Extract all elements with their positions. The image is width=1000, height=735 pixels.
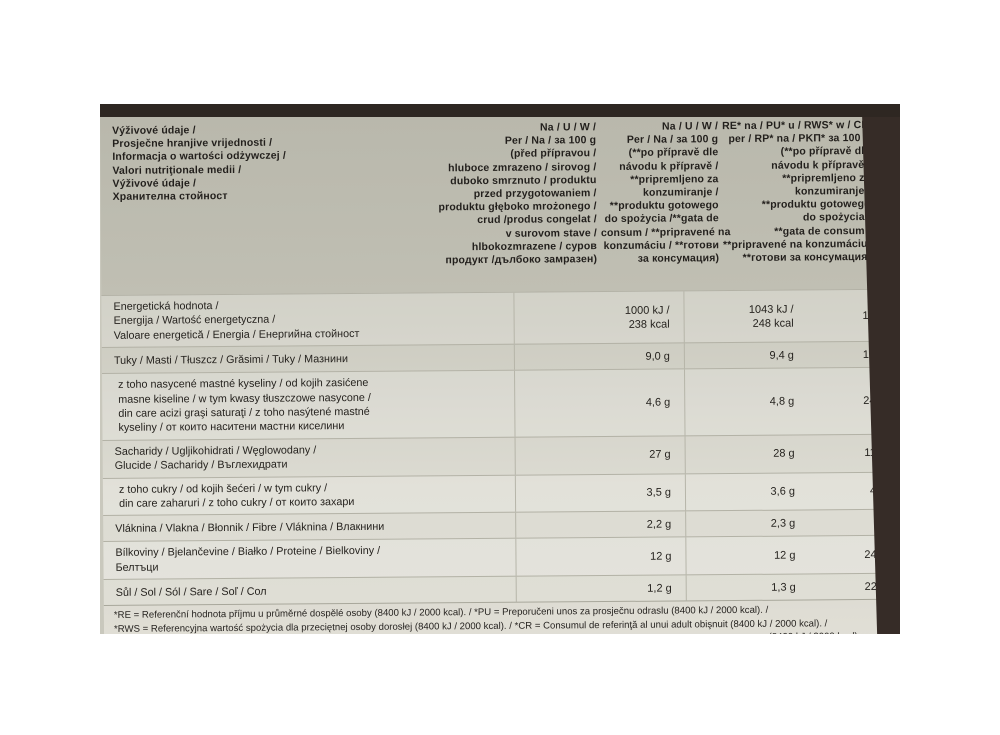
table-row: Energetická hodnota / Energija / Wartość … xyxy=(101,288,900,348)
nutrition-label-photo: Výživové údaje / Prosječne hranjive vrij… xyxy=(100,104,900,634)
value-prepared: 1,3 g xyxy=(685,574,810,601)
header-column-reference-intake: RE* na / PU* u / RWS* w / CR* per / RP* … xyxy=(722,118,874,264)
table-row: z toho cukry / od kojih šećeri / w tym c… xyxy=(102,471,900,516)
nutrient-name: Bílkoviny / Bjelančevine / Białko / Prot… xyxy=(115,545,381,574)
value-raw: 27 g xyxy=(514,436,685,475)
value-prepared: 9,4 g xyxy=(683,342,808,369)
value-prepared: 1043 kJ /248 kcal xyxy=(683,290,808,343)
nutrient-name: z toho nasycené mastné kyseliny / od koj… xyxy=(118,377,371,435)
value-raw: 1,2 g xyxy=(515,575,686,603)
header-column-label: Výživové údaje / Prosječne hranjive vrij… xyxy=(112,124,286,203)
nutrition-table-body: Energetická hodnota / Energija / Wartość … xyxy=(101,288,900,606)
value-prepared: 3,6 g xyxy=(684,473,810,511)
value-raw: 2,2 g xyxy=(515,511,686,539)
footnotes: *RE = Referenční hodnota příjmu u průměr… xyxy=(103,598,900,634)
value-prepared: 12 g xyxy=(685,536,810,575)
nutrient-name: Sacharidy / Ugljikohidrati / Węglowodany… xyxy=(114,444,317,473)
nutrition-label-sheet: Výživové údaje / Prosječne hranjive vrij… xyxy=(100,110,900,634)
table-row: z toho nasycené mastné kyseliny / od koj… xyxy=(102,366,900,440)
value-raw: 4,6 g xyxy=(514,369,685,437)
table-row: Sacharidy / Ugljikohidrati / Węglowodany… xyxy=(102,433,900,478)
nutrient-name: Vláknina / Vlakna / Błonnik / Fibre / Vl… xyxy=(115,520,385,535)
value-prepared: 2,3 g xyxy=(685,510,810,537)
value-raw: 9,0 g xyxy=(513,343,684,370)
package-top-band xyxy=(100,104,900,117)
value-raw: 12 g xyxy=(515,537,686,577)
nutrient-name: Energetická hodnota / Energija / Wartość … xyxy=(113,300,360,342)
value-prepared: 4,8 g xyxy=(684,368,809,436)
nutrient-name: Tuky / Masti / Tłuszcz / Grăsimi / Tuky … xyxy=(113,352,349,367)
header-column-raw-per-100g: Na / U / W / Per / Na / за 100 g (před p… xyxy=(438,121,598,267)
header-column-prepared-per-100g: Na / U / W / Per / Na / за 100 g (**po p… xyxy=(600,120,731,265)
value-prepared: 28 g xyxy=(684,435,809,474)
value-raw: 3,5 g xyxy=(514,474,686,513)
nutrient-name: Sůl / Sol / Sól / Sare / Soľ / Сол xyxy=(115,585,267,599)
table-row: Bílkoviny / Bjelančevine / Białko / Prot… xyxy=(103,535,900,580)
nutrition-table-header: Výživové údaje / Prosječne hranjive vrij… xyxy=(100,110,900,295)
value-raw: 1000 kJ /238 kcal xyxy=(513,291,684,344)
nutrient-name: z toho cukry / od kojih šećeri / w tym c… xyxy=(118,481,355,510)
